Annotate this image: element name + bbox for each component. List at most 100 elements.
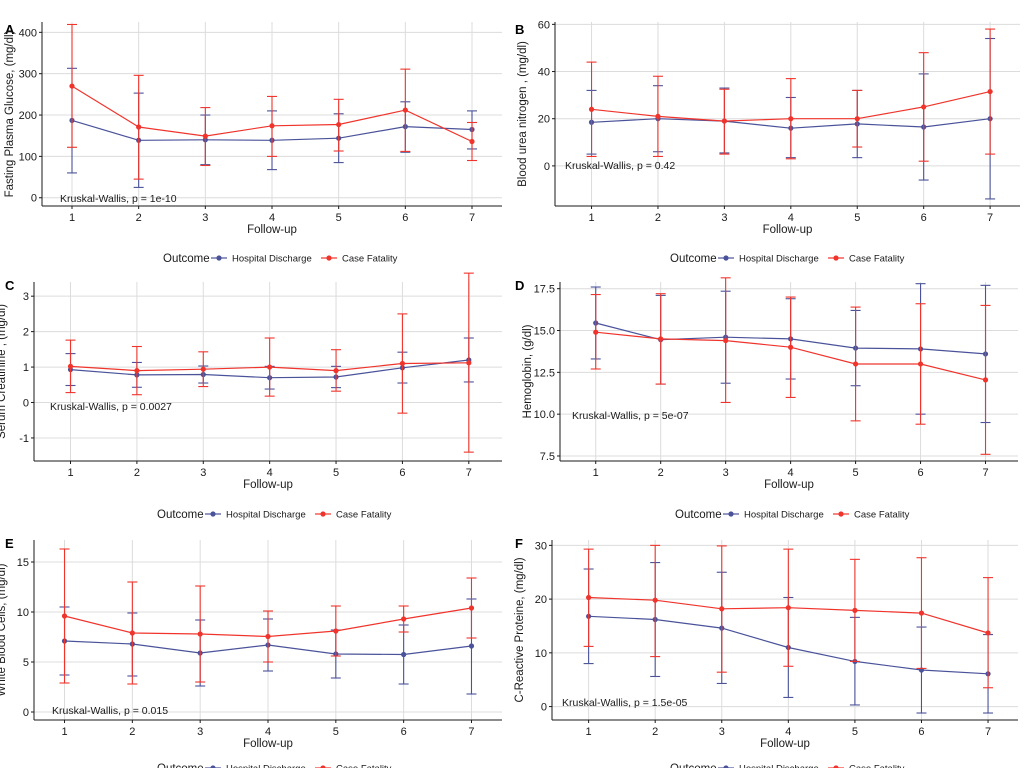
data-point [401,651,407,658]
data-point [402,107,408,113]
kruskal-wallis-annotation: Kruskal-Wallis, p = 0.015 [52,705,168,717]
data-point [265,633,271,640]
x-tick-label: 1 [586,726,592,738]
legend-item-case-fatality: Case Fatality [833,510,910,521]
y-tick-label: 300 [19,69,37,81]
data-point [333,368,339,374]
legend-key-point [210,765,216,768]
data-point [401,616,407,622]
y-tick-label: 17.5 [534,284,555,296]
x-tick-label: 2 [652,726,658,738]
legend-title: Outcome [670,253,717,265]
legend-key-point [216,255,222,261]
data-point [985,630,991,636]
legend-key-point [838,511,844,517]
data-point [918,610,925,616]
x-tick-label: 4 [788,212,794,224]
data-point [987,88,993,95]
legend-label: Case Fatality [336,510,392,521]
legend: Outcome Hospital Discharge Case Fatality [675,509,910,521]
x-tick-label: 1 [61,726,67,738]
data-point [466,360,472,366]
panel-c: C -1 0 1 2 3 1 2 3 4 5 6 7 Follow-up Serum Creatinine … [0,272,502,521]
data-point [136,124,142,130]
kruskal-wallis-annotation: Kruskal-Wallis, p = 0.42 [565,160,675,172]
series-case-fatality [59,548,477,685]
data-point [197,631,203,637]
y-tick-label: 400 [19,27,37,39]
y-tick-label: 100 [19,151,37,163]
x-tick-label: 3 [723,467,729,479]
y-tick-label: 0 [544,161,550,173]
legend-key-point [326,255,332,261]
legend-key-point [723,255,729,261]
panel-letter: F [515,536,523,551]
legend: Outcome Hospital Discharge Case Fatality [163,253,398,265]
y-tick-label: 15.0 [534,326,555,338]
legend-label: Hospital Discharge [226,764,306,768]
kruskal-wallis-annotation: Kruskal-Wallis, p = 1.5e-05 [562,697,688,709]
data-point [588,106,595,112]
y-tick-label: 1 [23,362,29,374]
panel-a: A 0 100 200 300 400 1 2 3 4 5 6 7 Follow-up Fasting Pl… [4,22,502,265]
panel-f: F 0 10 20 30 1 2 3 4 5 6 7 Follow-up C-Reactive Prote… [514,536,1018,768]
data-point [586,594,592,601]
x-tick-label: 6 [917,467,923,479]
y-axis-title: C-Reactive Proteine, (mg/dl) [514,557,526,702]
series-case-fatality [583,544,994,689]
y-axis-title: Hemoglobin, (g/dl) [522,324,534,418]
x-tick-label: 6 [401,726,407,738]
data-point [269,123,275,129]
x-tick-label: 1 [67,467,73,479]
x-tick-label: 2 [129,726,135,738]
x-tick-label: 4 [265,726,271,738]
x-tick-label: 4 [788,467,794,479]
data-point [593,329,599,335]
y-tick-label: 10 [17,607,29,619]
legend-key-point [210,511,216,517]
panel-letter: A [5,22,15,37]
x-tick-label: 6 [399,467,405,479]
data-point [788,344,794,350]
legend-label: Case Fatality [849,764,905,768]
x-tick-label: 4 [269,212,275,224]
x-tick-label: 5 [852,726,858,738]
x-tick-label: 3 [197,726,203,738]
legend-label: Hospital Discharge [739,254,819,265]
y-tick-label: 3 [23,291,29,303]
legend: Outcome Hospital Discharge Case Fatality [670,253,905,265]
legend-item-case-fatality: Case Fatality [828,254,905,265]
legend-title: Outcome [675,509,722,521]
legend-title: Outcome [157,763,204,768]
y-tick-label: 12.5 [534,367,555,379]
x-tick-label: 7 [985,726,991,738]
panel-letter: C [5,278,15,293]
data-point [267,364,273,370]
x-tick-label: 7 [987,212,993,224]
data-point [652,597,658,603]
legend-item-hospital-discharge: Hospital Discharge [718,764,819,768]
data-point [982,377,989,383]
x-tick-label: 6 [921,212,927,224]
y-tick-label: 0 [541,702,547,714]
x-tick-label: 3 [200,467,206,479]
kruskal-wallis-annotation: Kruskal-Wallis, p = 5e-07 [572,410,689,422]
y-axis-title: Serum Creatinine , (mg/dl) [0,304,8,439]
legend-label: Case Fatality [336,764,392,768]
legend-key-point [833,765,839,768]
y-axis-title: White Blood Cells, (mg/dl) [0,563,8,696]
panel-e: E 0 5 10 15 1 2 3 4 5 6 7 Follow-up White Blood Cells… [0,536,502,768]
panel-letter: B [515,22,524,37]
series-case-fatality [586,28,996,162]
series-case-fatality [590,277,991,455]
x-tick-label: 7 [466,467,472,479]
x-tick-label: 7 [982,467,988,479]
legend-label: Case Fatality [849,254,905,265]
x-tick-label: 5 [853,467,859,479]
legend: Outcome Hospital Discharge Case Fatality [157,509,392,521]
data-point [854,116,860,122]
data-point [921,104,927,110]
legend-item-hospital-discharge: Hospital Discharge [718,254,819,265]
